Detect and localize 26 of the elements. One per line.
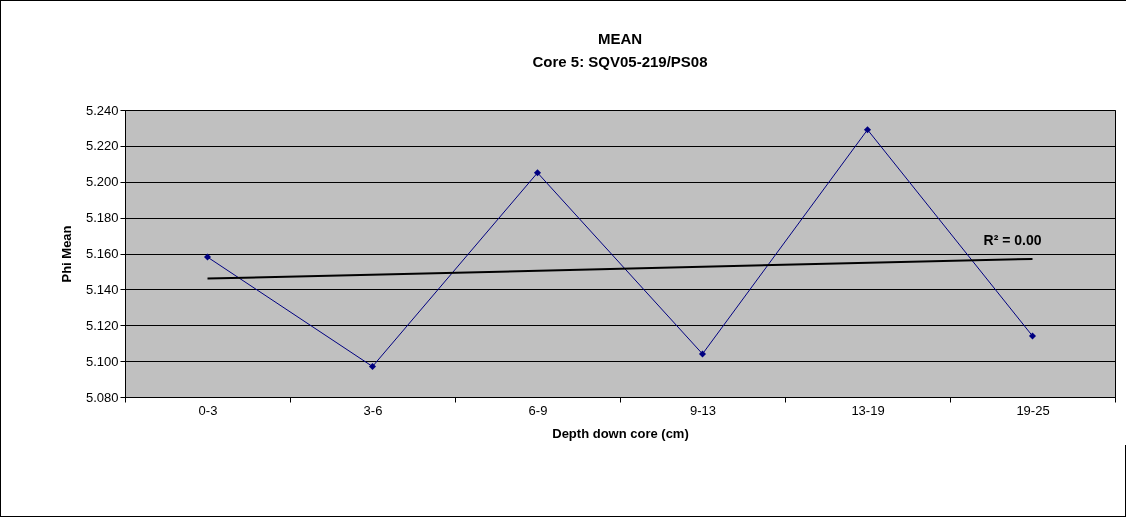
x-tick-label: 13-19 [851,402,885,418]
x-tick-label: 19-25 [1016,402,1050,418]
x-tick-label: 3-6 [363,402,383,418]
y-tick-label: 5.100 [85,353,119,369]
x-axis-title: Depth down core (cm) [552,425,689,441]
y-tick-label: 5.160 [85,246,119,261]
y-tick-label: 5.120 [85,317,119,333]
point [203,253,212,261]
point [1028,332,1037,340]
point [533,169,542,177]
point [863,126,872,134]
x-tick-label: 0-3 [198,402,218,418]
chart-subtitle: Core 5: SQV05-219/PS08 [532,53,708,70]
point [368,362,377,371]
x-tick-label: 9-13 [689,402,717,418]
chart-title: MEAN [597,30,643,47]
y-tick-label: 5.240 [85,102,119,118]
y-tick-label: 5.180 [85,210,119,226]
annotation: R² = 0.00 [983,231,1042,248]
y-tick-label: 5.200 [85,174,119,190]
y-tick-label: 5.140 [85,281,119,297]
y-tick-label: 5.080 [85,389,119,405]
x-tick-label: 6-9 [528,402,548,418]
point [698,350,707,358]
y-axis-title: Phi Mean [58,225,74,283]
y-tick-label: 5.220 [85,138,119,154]
